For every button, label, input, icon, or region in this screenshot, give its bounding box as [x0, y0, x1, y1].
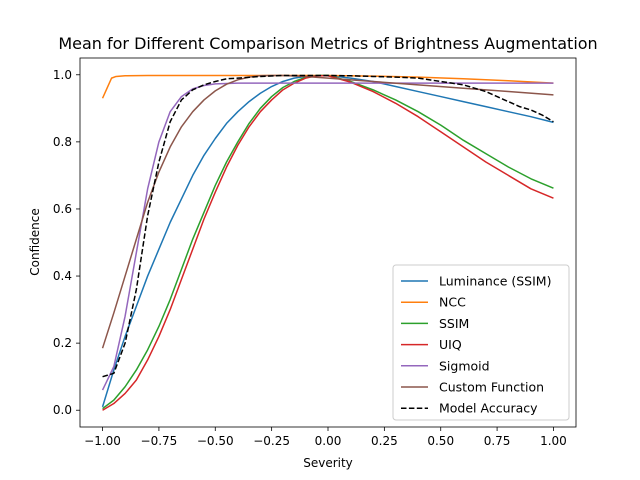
legend-label: Model Accuracy: [439, 401, 538, 416]
x-tick-label: 0.50: [427, 434, 454, 448]
series-line-0: [101, 74, 554, 408]
x-tick-label: −0.75: [141, 434, 178, 448]
y-tick-label: 0.4: [53, 269, 72, 283]
x-tick-label: 0.00: [315, 434, 342, 448]
legend: Luminance (SSIM) NCC SSIM UIQ Sigmoid Custom …: [392, 264, 570, 421]
legend-label: NCC: [439, 295, 466, 310]
x-tick-label: −0.50: [197, 434, 234, 448]
y-tick-label: 0.0: [53, 403, 72, 417]
series-line-3: [102, 75, 554, 411]
x-tick-label: 0.75: [484, 434, 511, 448]
series-line-5: [101, 74, 554, 349]
x-tick-label: −1.00: [84, 434, 121, 448]
y-tick-label: 0.8: [53, 135, 72, 149]
legend-label: SSIM: [439, 316, 469, 331]
series-line-1: [101, 74, 554, 99]
plot-series: [101, 74, 554, 411]
series-line-2: [102, 74, 554, 410]
legend-label: UIQ: [439, 337, 462, 352]
x-tick-label: 0.25: [371, 434, 398, 448]
legend-label: Sigmoid: [439, 358, 490, 373]
series-line-6: [102, 74, 554, 378]
chart-title: Mean for Different Comparison Metrics of…: [58, 34, 597, 53]
legend-label: Luminance (SSIM): [439, 274, 551, 289]
legend-label: Custom Function: [439, 380, 544, 395]
x-tick-label: 1.00: [540, 434, 567, 448]
axis-ticks: −1.00 −0.75 −0.50 −0.25 0.00 0.25 0.50 0.75 1.00…: [53, 68, 567, 448]
y-tick-label: 0.6: [53, 202, 72, 216]
x-axis-label: Severity: [303, 456, 353, 470]
plot-frame: [79, 57, 577, 428]
y-tick-label: 1.0: [53, 68, 72, 82]
y-tick-label: 0.2: [53, 336, 72, 350]
x-tick-label: −0.25: [253, 434, 290, 448]
y-axis-label: Confidence: [28, 208, 42, 275]
legend-box: [392, 264, 570, 421]
